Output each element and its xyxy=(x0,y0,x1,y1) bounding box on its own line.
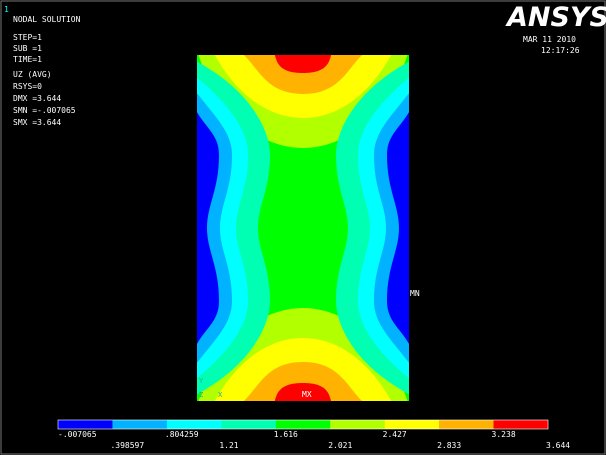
legend-swatch xyxy=(330,420,385,429)
legend-frame xyxy=(57,419,549,430)
legend-swatch xyxy=(439,420,494,429)
axis-z: Z xyxy=(199,391,203,399)
contour-band xyxy=(243,362,363,401)
legend-label: 2.833 xyxy=(437,441,461,450)
contour-band xyxy=(274,383,332,401)
axis-x: X xyxy=(218,391,223,399)
legend-swatch xyxy=(58,420,113,429)
min-marker: MN xyxy=(410,289,420,298)
info-line: SMX =3.644 xyxy=(13,118,61,127)
info-line: DMX =3.644 xyxy=(13,94,61,103)
info-line: UZ (AVG) xyxy=(13,70,52,79)
contour-band xyxy=(274,55,332,73)
legend-label: 3.644 xyxy=(546,441,570,450)
legend-label: .804259 xyxy=(165,430,199,439)
legend-swatch xyxy=(221,420,277,429)
legend-label: 1.21 xyxy=(219,441,238,450)
legend-label: .398597 xyxy=(110,441,144,450)
contour-plot xyxy=(197,55,409,401)
legend-label: 3.238 xyxy=(492,430,516,439)
info-line: NODAL SOLUTION xyxy=(13,15,81,24)
legend-swatch xyxy=(112,420,168,429)
legend: -.007065 .398597 .804259 1.21 1.616 2.021 2.42… xyxy=(57,419,570,450)
contour-band xyxy=(197,112,219,344)
info-line: TIME=1 xyxy=(13,55,42,64)
legend-swatch xyxy=(493,420,549,429)
legend-label: 1.616 xyxy=(274,430,298,439)
legend-label: 2.021 xyxy=(328,441,352,450)
window-number: 1 xyxy=(4,5,9,14)
info-line: SUB =1 xyxy=(13,44,42,53)
legend-swatch xyxy=(384,420,440,429)
contour-band xyxy=(387,112,409,344)
info-block: NODAL SOLUTION STEP=1 SUB =1 TIME=1 UZ (AVG)… xyxy=(13,15,81,127)
time: 12:17:26 xyxy=(541,46,580,55)
date: MAR 11 2010 xyxy=(523,35,576,44)
max-marker: MX xyxy=(302,390,312,399)
contour-band xyxy=(243,55,363,94)
contours xyxy=(197,55,409,401)
logo: ANSYS xyxy=(505,2,606,33)
legend-label: -.007065 xyxy=(58,430,97,439)
legend-swatch xyxy=(166,420,222,429)
info-line: SMN =-.007065 xyxy=(13,106,76,115)
legend-swatch xyxy=(275,420,331,429)
info-line: RSYS=0 xyxy=(13,82,42,91)
legend-label: 2.427 xyxy=(383,430,407,439)
info-line: STEP=1 xyxy=(13,33,42,42)
axis-y: Y xyxy=(199,377,204,385)
